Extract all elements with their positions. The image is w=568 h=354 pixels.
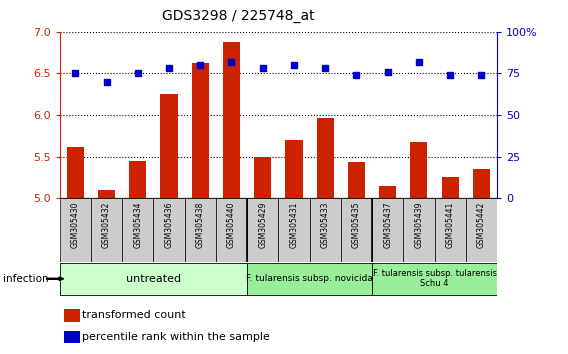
Text: GSM305438: GSM305438 <box>196 201 204 248</box>
Text: GSM305440: GSM305440 <box>227 201 236 248</box>
Text: F. tularensis subsp. tularensis
Schu 4: F. tularensis subsp. tularensis Schu 4 <box>373 269 496 289</box>
Text: GSM305442: GSM305442 <box>477 201 486 248</box>
Text: percentile rank within the sample: percentile rank within the sample <box>82 332 270 342</box>
Text: GSM305429: GSM305429 <box>258 201 267 248</box>
Text: GSM305435: GSM305435 <box>352 201 361 248</box>
Bar <box>466 198 497 262</box>
Text: GSM305434: GSM305434 <box>133 201 142 248</box>
Bar <box>223 42 240 198</box>
Bar <box>98 190 115 198</box>
Bar <box>66 148 84 198</box>
Bar <box>441 177 459 198</box>
Text: GSM305441: GSM305441 <box>446 201 454 248</box>
Bar <box>129 161 147 198</box>
Bar <box>122 198 153 262</box>
Text: GSM305430: GSM305430 <box>71 201 80 248</box>
Bar <box>403 198 435 262</box>
Bar <box>285 140 303 198</box>
Bar <box>473 169 490 198</box>
Bar <box>316 118 334 198</box>
Text: GSM305439: GSM305439 <box>415 201 423 248</box>
Text: GDS3298 / 225748_at: GDS3298 / 225748_at <box>162 9 315 23</box>
Text: GSM305433: GSM305433 <box>321 201 329 248</box>
Bar <box>153 198 185 262</box>
Bar <box>372 198 403 262</box>
Bar <box>278 198 310 262</box>
Text: GSM305437: GSM305437 <box>383 201 392 248</box>
Bar <box>64 331 80 343</box>
Point <box>102 79 111 85</box>
Bar <box>435 198 466 262</box>
Point <box>70 71 80 76</box>
Bar <box>160 94 178 198</box>
Text: GSM305436: GSM305436 <box>165 201 173 248</box>
Bar <box>247 263 372 295</box>
Point <box>445 72 454 78</box>
Bar <box>310 198 341 262</box>
Bar <box>216 198 247 262</box>
Text: untreated: untreated <box>126 274 181 284</box>
Text: transformed count: transformed count <box>82 310 186 320</box>
Point <box>258 65 267 71</box>
Bar <box>247 198 278 262</box>
Point <box>383 69 392 75</box>
Bar <box>341 198 372 262</box>
Bar <box>91 198 122 262</box>
Point <box>227 59 236 65</box>
Text: GSM305431: GSM305431 <box>290 201 298 248</box>
Point <box>477 72 486 78</box>
Point <box>352 72 361 78</box>
Bar <box>379 186 396 198</box>
Text: GSM305432: GSM305432 <box>102 201 111 248</box>
Point <box>195 62 204 68</box>
Bar <box>191 63 209 198</box>
Bar <box>64 309 80 322</box>
Text: F. tularensis subsp. novicida: F. tularensis subsp. novicida <box>246 274 373 283</box>
Point <box>133 71 142 76</box>
Point <box>414 59 423 65</box>
Bar <box>185 198 216 262</box>
Bar <box>60 198 91 262</box>
Point <box>165 65 174 71</box>
Point <box>289 62 299 68</box>
Bar <box>372 263 497 295</box>
Bar <box>60 263 247 295</box>
Bar <box>254 156 272 198</box>
Point <box>320 65 329 71</box>
Bar <box>348 162 365 198</box>
Bar <box>410 142 428 198</box>
Text: infection: infection <box>3 274 48 284</box>
